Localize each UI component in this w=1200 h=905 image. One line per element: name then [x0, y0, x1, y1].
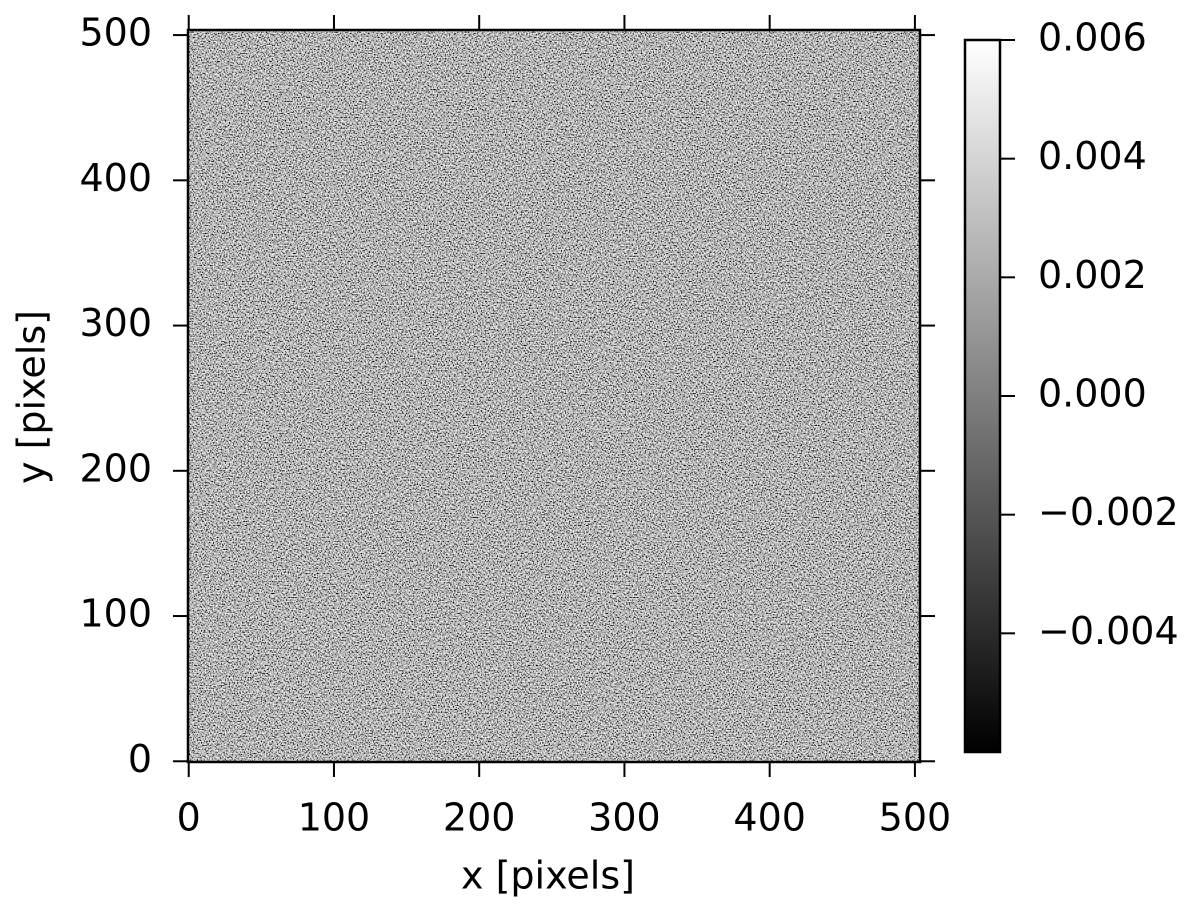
colorbar-tick-label: 0.002 — [1038, 253, 1147, 297]
colorbar-tick-label: −0.004 — [1038, 609, 1179, 653]
y-tick-label: 500 — [79, 11, 152, 55]
x-axis-label: x [pixels] — [461, 854, 635, 898]
x-tick-label: 500 — [879, 796, 952, 840]
x-tick-label: 200 — [443, 796, 516, 840]
y-tick-label: 0 — [128, 737, 152, 781]
colorbar-tick-label: 0.004 — [1038, 134, 1147, 178]
y-tick-label: 400 — [79, 156, 152, 200]
y-tick-label: 200 — [79, 446, 152, 490]
colorbar — [963, 38, 1002, 754]
y-axis-label: y [pixels] — [10, 310, 54, 484]
image — [188, 30, 920, 762]
colorbar-tick-label: −0.002 — [1038, 490, 1179, 534]
x-tick-label: 0 — [177, 796, 201, 840]
y-tick-label: 100 — [79, 592, 152, 636]
x-tick-label: 300 — [588, 796, 661, 840]
colorbar-tick-label: 0.006 — [1038, 16, 1147, 60]
colorbar-tick-label: 0.000 — [1038, 372, 1147, 416]
x-tick-label: 400 — [733, 796, 806, 840]
x-tick-label: 100 — [298, 796, 371, 840]
plot-frame — [186, 28, 922, 764]
y-tick-label: 300 — [79, 301, 152, 345]
